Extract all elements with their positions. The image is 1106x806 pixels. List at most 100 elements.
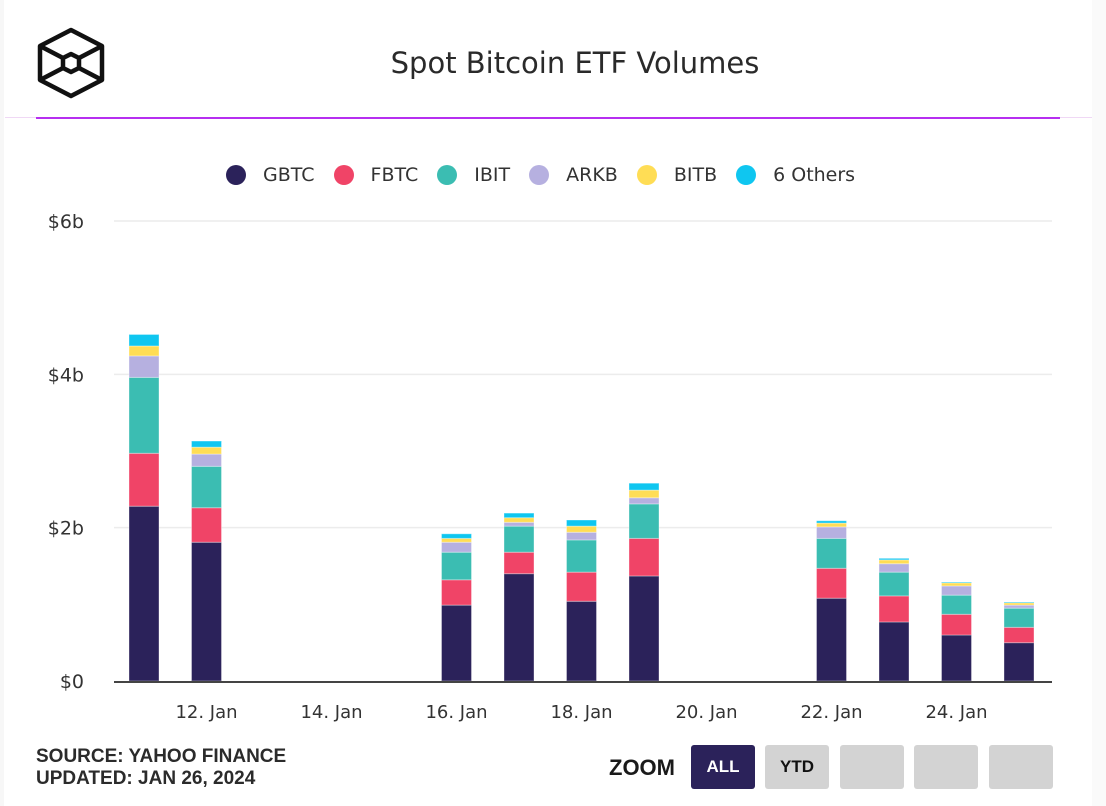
y-tick-label: $2b [48, 518, 84, 540]
bar-segment-ibit [128, 376, 160, 454]
bar-segment-gbtc [191, 541, 222, 682]
legend-label: FBTC [370, 164, 419, 186]
bar-segment-arkb [128, 355, 160, 378]
bar-segment-gbtc [941, 634, 972, 682]
legend-label: BITB [673, 164, 718, 186]
bar-segment-6-others [128, 333, 160, 347]
bar-segment-bitb [128, 345, 160, 357]
x-tick-label: 22. Jan [800, 702, 862, 723]
bar-segment-fbtc [628, 537, 660, 577]
bar-segment-fbtc [566, 571, 597, 602]
legend-dot-icon [437, 165, 458, 185]
y-tick-label: $6b [48, 211, 84, 233]
bar-segment-arkb [941, 585, 972, 596]
bar-segment-gbtc [503, 573, 535, 682]
x-tick-label: 12. Jan [175, 702, 237, 723]
bar-segment-gbtc [878, 621, 910, 682]
bar-segment-arkb [503, 521, 535, 527]
bar-segment-fbtc [816, 567, 847, 599]
bar-segment-arkb [441, 541, 472, 553]
bar-segment-bitb [878, 559, 910, 565]
legend-label: GBTC [263, 164, 315, 186]
bar-segment-gbtc [566, 600, 597, 682]
bar-segment-bitb [441, 537, 472, 543]
bar-segment-fbtc [878, 595, 910, 623]
bar-segment-bitb [191, 446, 222, 455]
x-tick-label: 14. Jan [300, 702, 362, 723]
bar-segment-ibit [441, 551, 472, 581]
legend-dot-icon [636, 165, 657, 185]
legend: GBTC FBTC IBIT ARKB BITB 6 Others [226, 160, 874, 190]
legend-item-gbtc[interactable]: GBTC [226, 164, 315, 186]
bar-segment-gbtc [816, 597, 847, 682]
bar-segment-gbtc [128, 505, 160, 682]
bar-segment-6-others [816, 520, 847, 524]
chart-title: Spot Bitcoin ETF Volumes [390, 46, 760, 80]
bar-segment-ibit [816, 537, 847, 569]
legend-item-arkb[interactable]: ARKB [529, 164, 618, 186]
hexagonal-cube-logo-icon [37, 27, 105, 99]
zoom-button-4[interactable] [914, 745, 978, 789]
bar-segment-6-others [441, 533, 472, 539]
zoom-label: ZOOM [609, 755, 675, 780]
x-tick-label: 24. Jan [925, 702, 987, 723]
bar-segment-bitb [816, 522, 847, 528]
bar-segment-fbtc [941, 613, 972, 636]
legend-label: IBIT [474, 164, 511, 186]
legend-dot-icon [736, 165, 757, 185]
bar-segment-arkb [628, 497, 660, 505]
bar-segment-fbtc [191, 507, 222, 543]
bar-segment-ibit [191, 465, 222, 509]
bar-segment-6-others [566, 519, 597, 527]
bar-segment-fbtc [128, 452, 160, 507]
bar-segment-ibit [941, 594, 972, 615]
legend-dot-icon [333, 165, 354, 185]
y-tick-label: $4b [48, 364, 84, 386]
legend-item-bitb[interactable]: BITB [636, 164, 718, 186]
bar-segment-6-others [1003, 601, 1035, 604]
bar-segment-ibit [503, 525, 535, 553]
bar-segment-arkb [816, 526, 847, 539]
bar-segment-arkb [566, 531, 597, 541]
bar-segment-arkb [878, 563, 910, 573]
left-edge [0, 0, 4, 806]
bar-segment-6-others [503, 512, 535, 519]
zoom-all-button[interactable]: ALL [691, 745, 755, 789]
legend-label: 6 Others [773, 164, 856, 186]
bar-segment-bitb [566, 525, 597, 533]
legend-label: ARKB [566, 164, 618, 186]
source-note: SOURCE: YAHOO FINANCE UPDATED: JAN 26, 2… [36, 746, 286, 790]
bar-segment-arkb [191, 453, 222, 467]
title-divider [36, 117, 1060, 119]
x-tick-label: 16. Jan [425, 702, 487, 723]
legend-item-others[interactable]: 6 Others [736, 164, 855, 186]
y-tick-label: $0 [60, 671, 84, 693]
bar-segment-fbtc [1003, 626, 1035, 644]
bar-segment-6-others [941, 581, 972, 584]
bar-segment-ibit [628, 503, 660, 539]
zoom-button-3[interactable] [840, 745, 904, 789]
legend-item-ibit[interactable]: IBIT [437, 164, 510, 186]
bar-segment-bitb [628, 489, 660, 499]
legend-dot-icon [529, 165, 550, 185]
zoom-button-5[interactable] [989, 745, 1053, 789]
bar-segment-gbtc [441, 604, 472, 682]
bar-segment-fbtc [503, 551, 535, 575]
bar-segment-bitb [503, 517, 535, 523]
x-tick-label: 18. Jan [550, 702, 612, 723]
bar-segment-6-others [878, 557, 910, 561]
updated-text: UPDATED: JAN 26, 2024 [36, 768, 256, 789]
zoom-ytd-button[interactable]: YTD [765, 745, 829, 789]
bar-segment-ibit [878, 571, 910, 597]
legend-dot-icon [226, 165, 246, 185]
source-text: SOURCE: YAHOO FINANCE [36, 746, 287, 767]
bar-segment-ibit [566, 539, 597, 573]
legend-item-fbtc[interactable]: FBTC [333, 164, 419, 186]
bar-segment-6-others [628, 482, 660, 491]
bar-segment-ibit [1003, 607, 1035, 628]
bar-segment-gbtc [1003, 642, 1035, 682]
bar-segment-gbtc [628, 575, 660, 682]
right-edge [1092, 0, 1106, 806]
x-tick-label: 20. Jan [675, 702, 737, 723]
